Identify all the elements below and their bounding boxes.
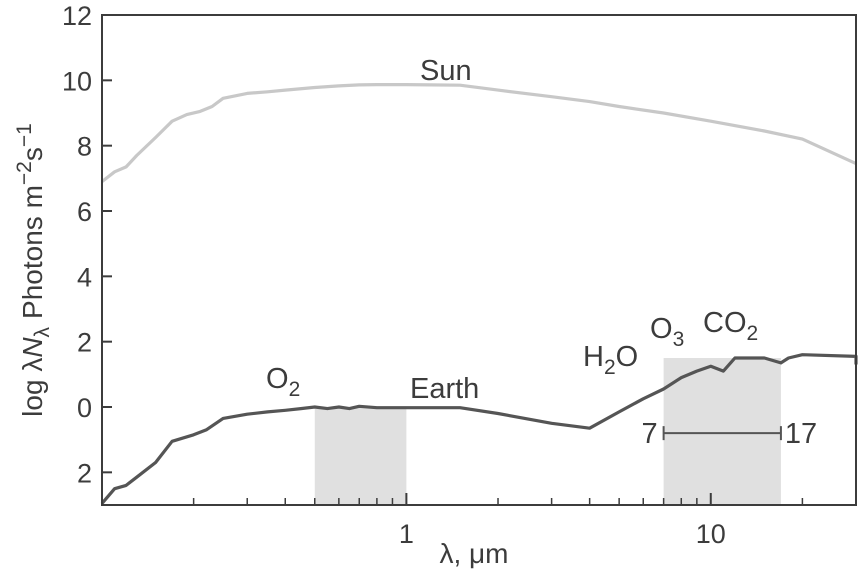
x-axis-title: λ, μm — [439, 538, 508, 569]
h2o-subscript: 2 — [604, 356, 616, 379]
shaded-bands — [314, 358, 781, 505]
h2o-b: O — [616, 341, 639, 373]
earth-label: Earth — [410, 373, 479, 405]
range-left-label: 7 — [641, 418, 657, 450]
o3-subscript: 3 — [673, 328, 685, 351]
range-right-label: 17 — [785, 418, 817, 450]
y-tick-label: 6 — [77, 197, 92, 227]
y-tick-label: 2 — [77, 458, 92, 488]
y-title-N: N — [17, 337, 48, 358]
y-tick-label: 10 — [62, 66, 92, 96]
x-axis-ticks: 1 10 — [399, 493, 726, 549]
range-bar-7-17 — [662, 426, 782, 441]
o3-label: O3 — [650, 313, 684, 351]
y-tick-label: 12 — [62, 1, 92, 31]
o2-label: O2 — [266, 363, 300, 401]
sun-line — [101, 83, 857, 183]
y-title-units: Photons m — [17, 185, 48, 319]
y-title-exp1: −2 — [13, 161, 36, 185]
y-tick-label: 4 — [77, 262, 92, 292]
o2-subscript: 2 — [289, 378, 301, 401]
x-tick-label: 1 — [399, 519, 414, 549]
o2-main: O — [266, 363, 289, 395]
y-tick-label: 2 — [77, 328, 92, 358]
h2o-label: H2O — [583, 341, 638, 379]
y-title-N-subscript: λ — [31, 326, 54, 337]
y-title-exp2: −1 — [13, 123, 36, 147]
earth-line — [100, 353, 858, 505]
o3-main: O — [650, 313, 673, 345]
h2o-a: H — [583, 341, 604, 373]
series-lines — [100, 83, 858, 505]
y-tick-label: 0 — [77, 393, 92, 423]
shaded-band-1 — [663, 358, 781, 505]
plot-frame — [101, 14, 857, 506]
co2-label: CO2 — [703, 307, 758, 345]
co2-subscript: 2 — [747, 322, 759, 345]
x-tick-label: 10 — [696, 519, 726, 549]
co2-main: CO — [703, 307, 747, 339]
y-axis-ticks: 12 10 8 6 4 2 0 2 — [62, 1, 112, 488]
sun-label: Sun — [420, 55, 472, 87]
y-axis-title: log λNλ Photons m−2s−1 — [13, 123, 54, 417]
y-title-s: s — [17, 147, 48, 161]
y-tick-label: 8 — [77, 132, 92, 162]
shaded-band-0 — [314, 407, 407, 505]
y-title-prefix: log λ — [17, 358, 48, 417]
